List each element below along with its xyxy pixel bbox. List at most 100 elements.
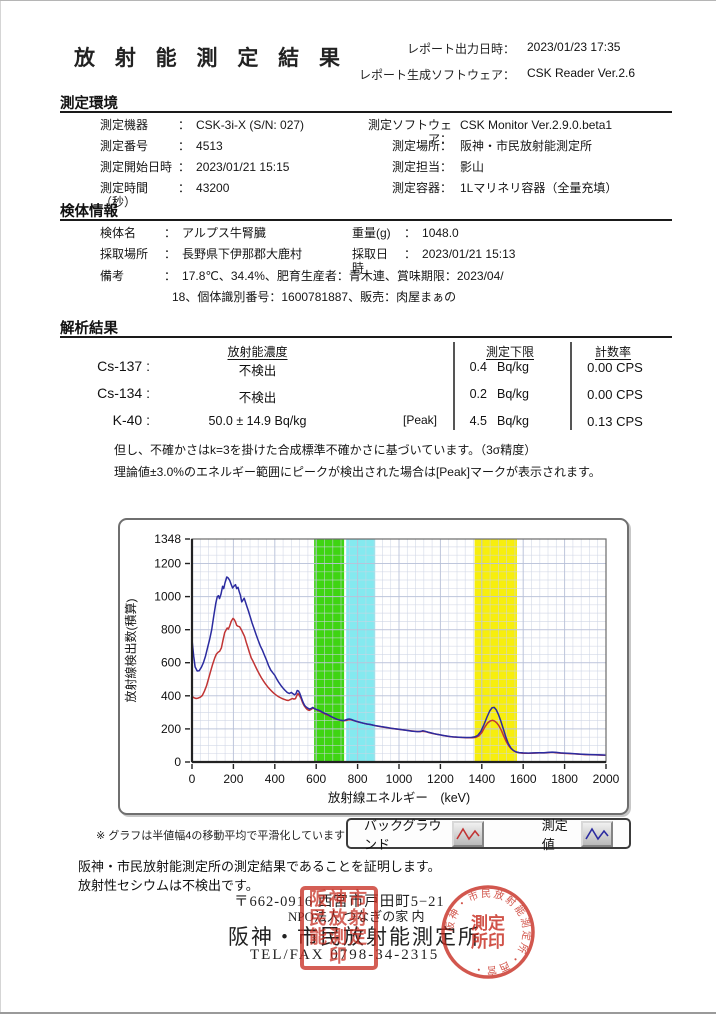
colon: ： (404, 247, 417, 261)
svg-text:1800: 1800 (551, 772, 578, 786)
report-software-value: CSK Reader Ver.2.6 (527, 66, 636, 80)
colon: ： (178, 118, 191, 132)
env-value: 4513 (196, 139, 223, 153)
colon: ： (178, 181, 191, 195)
measured-line-icon (581, 820, 613, 847)
sample-row-memo2: 18、個体識別番号：1600781887、販売：肉屋まぁの (172, 290, 456, 304)
section-title-environment: 測定環境 (60, 96, 118, 112)
env-label: 測定番号 (100, 139, 149, 153)
table-divider (570, 342, 572, 430)
report-software-label: レポート生成ソフトウェア： (358, 68, 515, 82)
env-label: 測定開始日時 (100, 160, 173, 174)
env-row-device: 測定機器 ： CSK-3i-X (S/N: 027) (100, 118, 304, 132)
svg-text:400: 400 (161, 689, 181, 703)
analysis-note-2: 理論値±3.0%のエネルギー範囲にピークが検出された場合は[Peak]マークが表… (114, 465, 601, 479)
svg-text:放射線エネルギー (keV): 放射線エネルギー (keV) (328, 790, 470, 805)
section-rule (60, 219, 672, 221)
limit-unit: Bq/kg (497, 414, 529, 428)
colon: ： (164, 226, 177, 240)
svg-text:放射線検出数(積算): 放射線検出数(積算) (123, 599, 138, 703)
svg-text:1400: 1400 (468, 772, 495, 786)
sample-row-name: 検体名 ： アルプス牛腎臓 (100, 226, 266, 240)
chart-legend: バックグラウンド 測定値 (346, 818, 631, 852)
svg-text:2000: 2000 (593, 772, 620, 786)
env-label: 測定時間（秒） (100, 181, 149, 209)
square-stamp-text: 阪神市民放射能測定印 (309, 889, 369, 966)
env-label: 測定容器： (391, 181, 452, 195)
report-datetime-value: 2023/01/23 17:35 (527, 40, 621, 54)
env-value: CSK Monitor Ver.2.9.0.beta1 (460, 118, 613, 132)
footer-org-name: 阪神・市民放射能測定所 (228, 925, 481, 949)
certification-line-2: 放射性セシウムは不検出です。 (78, 878, 259, 893)
round-stamp-center-top: 測定 (471, 913, 505, 933)
svg-text:200: 200 (161, 722, 181, 736)
sample-row-place: 採取場所 ： 長野県下伊那郡大鹿村 (100, 247, 302, 261)
col-header-concentration: 放射能濃度 (227, 345, 288, 359)
sample-value: 2023/01/21 15:13 (422, 247, 516, 261)
svg-text:200: 200 (223, 772, 243, 786)
env-label: 測定ソフトウェア： (367, 118, 452, 146)
svg-text:600: 600 (161, 656, 181, 670)
spectrum-chart-box: 0 200 400 600 800 1000 1200 1400 1600 1800 2000 0 20… (118, 518, 629, 815)
env-value: 1Lマリネリ容器（全量充填） (460, 181, 618, 195)
svg-text:600: 600 (306, 772, 326, 786)
spectrum-chart: 0 200 400 600 800 1000 1200 1400 1600 1800 2000 0 20… (123, 532, 620, 805)
background-line-icon (451, 820, 484, 847)
col-header-rate: 計数率 (594, 345, 631, 359)
env-value: CSK-3i-X (S/N: 027) (196, 118, 305, 132)
nuclide-label: Cs-134 : (97, 385, 150, 401)
sample-label: 検体名 (100, 226, 137, 240)
svg-text:0: 0 (189, 772, 196, 786)
svg-text:0: 0 (174, 755, 181, 769)
sample-row-date: 採取日時 ： 2023/01/21 15:13 (352, 247, 515, 275)
limit-unit: Bq/kg (497, 387, 529, 401)
concentration-value: 不検出 (238, 391, 277, 405)
square-stamp: 阪神市民放射能測定印 (300, 886, 378, 970)
sample-memo-line1: 17.8℃、34.4%、肥育生産者：青木連、賞味期限：2023/04/ (182, 269, 504, 283)
env-row-start: 測定開始日時 ： 2023/01/21 15:15 (100, 160, 289, 174)
rate-value: 0.00 CPS (587, 387, 643, 402)
env-value: 43200 (196, 181, 230, 195)
env-row-number: 測定番号 ： 4513 (100, 139, 223, 153)
footer-tel: TEL/FAX 0798-34-2315 (250, 947, 440, 963)
round-stamp: 阪神・市民放射能測定所・西宮・ 測定 所印 (441, 885, 535, 979)
env-value: 阪神・市民放射能測定所 (460, 139, 593, 153)
concentration-value: 50.0 ± 14.9 Bq/kg (208, 414, 307, 428)
env-row-operator: 測定担当： 影山 (348, 160, 484, 174)
svg-text:1000: 1000 (154, 590, 181, 604)
sample-row-weight: 重量(g) ： 1048.0 (352, 226, 459, 240)
report-datetime-label: レポート出力日時： (406, 42, 515, 56)
svg-text:1200: 1200 (154, 557, 181, 571)
footer-postal: 〒662-0916 西宮市戸田町5−21 (234, 894, 445, 910)
limit-value: 4.5 (469, 414, 487, 428)
section-title-analysis: 解析結果 (60, 321, 118, 337)
peak-marker: [Peak] (403, 413, 438, 427)
env-row-software: 測定ソフトウェア： CSK Monitor Ver.2.9.0.beta1 (348, 118, 612, 146)
limit-value: 0.2 (469, 387, 487, 401)
sample-label: 採取日時 (352, 247, 389, 275)
svg-text:1000: 1000 (386, 772, 413, 786)
colon: ： (178, 139, 191, 153)
env-value: 影山 (460, 160, 485, 174)
env-value: 2023/01/21 15:15 (196, 160, 290, 174)
rate-value: 0.13 CPS (587, 414, 643, 429)
section-title-sample: 検体情報 (60, 204, 118, 220)
limit-unit: Bq/kg (497, 360, 529, 374)
nuclide-label: K-40 : (112, 412, 150, 428)
legend-measured-label: 測定値 (541, 817, 568, 852)
certification-line-1: 阪神・市民放射能測定所の測定結果であることを証明します。 (78, 859, 441, 874)
nuclide-label: Cs-137 : (97, 358, 150, 374)
colon: ： (178, 160, 191, 174)
colon: ： (164, 247, 177, 261)
svg-text:800: 800 (348, 772, 368, 786)
svg-text:1200: 1200 (427, 772, 454, 786)
sample-value: 1048.0 (422, 226, 459, 240)
env-label: 測定担当： (391, 160, 452, 174)
env-label: 測定場所： (391, 139, 452, 153)
smoothing-note: ※ グラフは半値幅4の移動平均で平滑化しています (96, 830, 346, 842)
section-rule (60, 111, 672, 113)
sample-row-memo: 備考 ： 17.8℃、34.4%、肥育生産者：青木連、賞味期限：2023/04/ (100, 269, 504, 283)
svg-text:800: 800 (161, 623, 181, 637)
env-row-container: 測定容器： 1Lマリネリ容器（全量充填） (348, 181, 617, 195)
